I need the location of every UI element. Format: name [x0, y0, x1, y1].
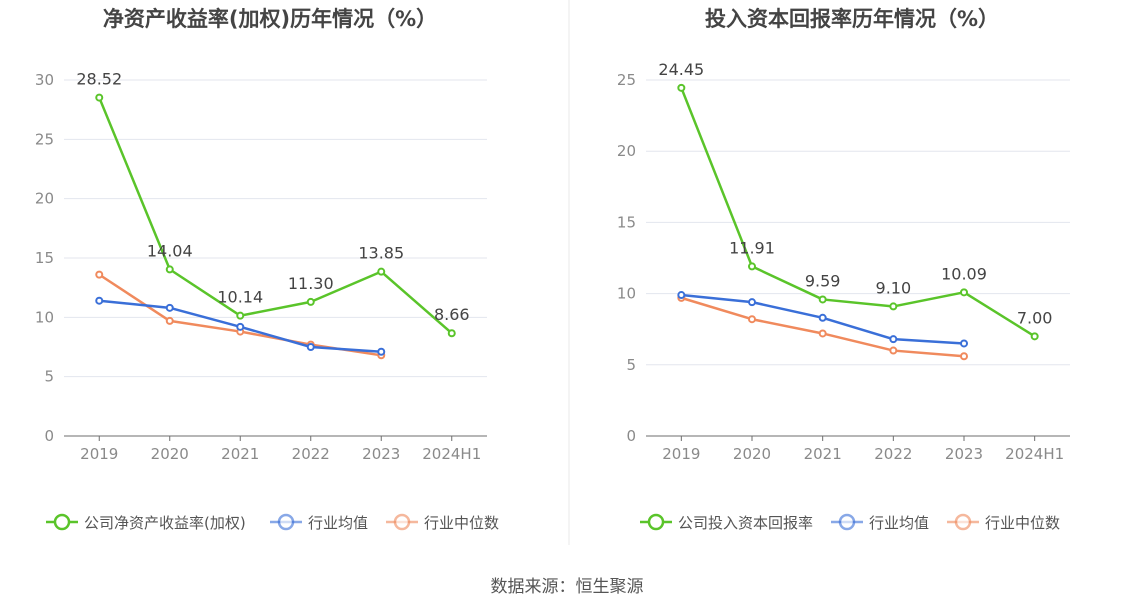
- chart2-legend-label: 行业中位数: [985, 514, 1060, 532]
- chart1-x-tick-label: 2024H1: [422, 445, 481, 463]
- chart2-data-label: 24.45: [658, 60, 704, 79]
- chart1-legend-label: 行业均值: [308, 514, 368, 532]
- chart1-series-1-point: [95, 93, 104, 102]
- chart2-series-1-point: [748, 262, 756, 271]
- chart1-series-2-point: [236, 322, 245, 331]
- chart1-y-tick-label: 5: [44, 368, 54, 386]
- chart1-series-3-point: [165, 316, 174, 325]
- chart1-legend-swatch-marker: [277, 513, 295, 531]
- chart2-x-tick-label: 2020: [733, 445, 771, 463]
- chart2-series-3-line: [680, 296, 965, 358]
- chart1-legend-label: 行业中位数: [424, 514, 499, 532]
- chart2-data-label: 9.59: [805, 271, 841, 290]
- chart1-series-1-point: [306, 297, 315, 306]
- chart1-x-tick-label: 2020: [151, 445, 189, 463]
- chart1-series-1-point: [447, 329, 456, 338]
- chart1-data-label: 14.04: [147, 241, 193, 260]
- chart1-y-tick-label: 0: [44, 427, 54, 445]
- chart1-series-2-point: [377, 347, 386, 356]
- chart1-legend-swatch-marker: [393, 513, 411, 531]
- chart2-series-3-point: [889, 346, 898, 355]
- chart2-x-tick-label: 2022: [874, 445, 912, 463]
- chart2-legend-label: 公司投入资本回报率: [678, 514, 813, 532]
- chart2-legend-label: 行业均值: [869, 514, 929, 532]
- chart1-legend-swatch-marker: [53, 513, 71, 531]
- chart1-data-label: 8.66: [434, 305, 470, 324]
- chart1-data-label: 11.30: [288, 274, 334, 293]
- chart2-x-tick-label: 2024H1: [1005, 445, 1064, 463]
- chart1-legend-label: 公司净资产收益率(加权): [84, 514, 246, 532]
- chart2-series-2-point: [677, 291, 686, 300]
- chart2-title: 投入资本回报率历年情况（%）: [705, 7, 999, 31]
- chart1-series-2-point: [306, 343, 315, 351]
- chart1-series-2-point: [95, 296, 104, 305]
- chart2-x-tick-label: 2021: [804, 445, 842, 463]
- chart2-x-tick-label: 2023: [945, 445, 983, 463]
- chart2-y-tick-label: 20: [617, 142, 636, 160]
- chart2-y-tick-label: 25: [617, 71, 636, 89]
- chart1-series-2-point: [165, 303, 174, 312]
- chart1-y-tick-label: 20: [35, 190, 54, 208]
- chart2-data-label: 10.09: [941, 264, 987, 283]
- chart2-series-2-point: [889, 335, 898, 344]
- chart1-x-tick-label: 2019: [80, 445, 118, 463]
- chart2-series-3-point: [960, 352, 968, 361]
- chart2-series-1-line: [680, 87, 1036, 338]
- chart2-series-1-point: [889, 302, 898, 311]
- chart2-series-2-point: [960, 339, 968, 348]
- chart1-x-tick-label: 2022: [292, 445, 330, 463]
- chart2-series-1-point: [1030, 332, 1039, 341]
- chart2-y-tick-label: 15: [617, 213, 636, 231]
- chart2-legend-swatch-marker: [954, 513, 972, 531]
- chart1-data-label: 10.14: [217, 288, 263, 307]
- chart2-series-3-point: [818, 329, 827, 338]
- chart1-y-tick-label: 15: [35, 249, 54, 267]
- chart2-series-1-point: [818, 295, 827, 304]
- chart1-x-tick-label: 2021: [221, 445, 259, 463]
- chart2-series-2-point: [818, 313, 827, 322]
- chart2-data-label: 7.00: [1017, 308, 1053, 327]
- chart2-data-label: 11.91: [729, 238, 775, 257]
- chart1-data-label: 13.85: [358, 244, 404, 263]
- chart1-y-tick-label: 30: [35, 71, 54, 89]
- chart1-y-tick-label: 25: [35, 130, 54, 148]
- chart2-data-label: 9.10: [876, 278, 912, 297]
- chart2-series-3-point: [748, 315, 756, 324]
- data-source-note: 数据来源：恒生聚源: [490, 577, 644, 597]
- chart2-series-2-point: [748, 298, 756, 307]
- chart1-series-1-point: [236, 311, 245, 320]
- chart2-y-tick-label: 0: [626, 427, 636, 445]
- chart1-series-1-point: [377, 267, 386, 276]
- chart1-x-tick-label: 2023: [362, 445, 400, 463]
- chart2-y-tick-label: 5: [626, 356, 636, 374]
- chart1-data-label: 28.52: [76, 70, 122, 89]
- chart2-series-1-point: [677, 83, 686, 92]
- chart2-legend-swatch-marker: [647, 513, 665, 531]
- chart2-x-tick-label: 2019: [662, 445, 700, 463]
- chart2-y-tick-label: 10: [617, 285, 636, 303]
- chart1-series-3-point: [95, 270, 104, 279]
- chart2-series-1-point: [960, 288, 968, 297]
- chart1-series-1-point: [165, 265, 174, 274]
- chart2-legend-swatch-marker: [838, 513, 856, 531]
- chart1-y-tick-label: 10: [35, 308, 54, 326]
- chart1-title: 净资产收益率(加权)历年情况（%）: [103, 7, 437, 31]
- chart1-series-1-line: [98, 97, 453, 335]
